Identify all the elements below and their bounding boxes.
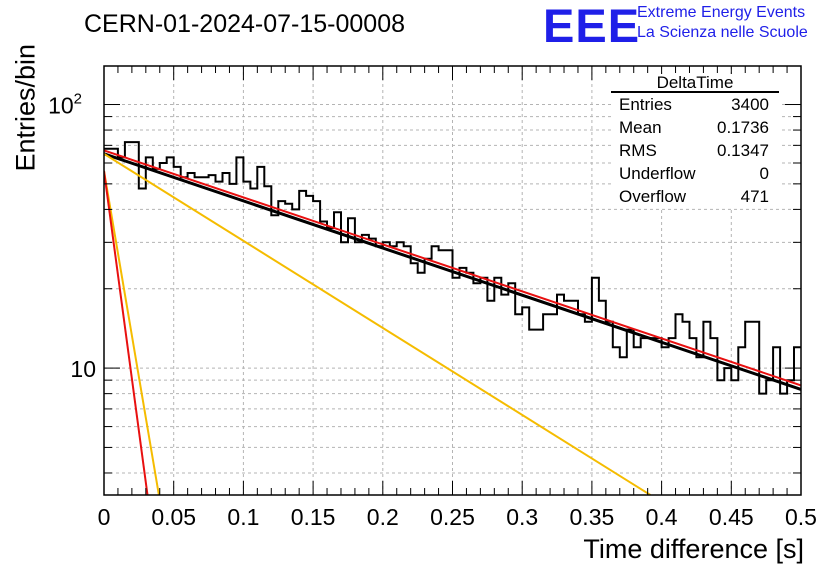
fit-curve xyxy=(104,152,651,495)
x-tick-label: 0.5 xyxy=(785,504,817,530)
y-tick-label: 102 xyxy=(48,91,82,119)
stats-row-value: 0.1347 xyxy=(717,141,769,160)
y-tick-label: 10 xyxy=(70,356,96,382)
fit-curve xyxy=(104,170,160,495)
x-tick-label: 0 xyxy=(98,504,111,530)
fit-curve xyxy=(104,152,801,391)
stats-row-label: Overflow xyxy=(619,187,687,206)
x-tick-label: 0.35 xyxy=(570,504,615,530)
fit-curve xyxy=(104,170,149,495)
stats-row-label: Mean xyxy=(619,118,662,137)
x-axis-label: Time difference [s] xyxy=(583,534,804,564)
stats-row-label: Entries xyxy=(619,95,672,114)
stats-row-value: 0 xyxy=(760,164,769,183)
x-tick-label: 0.4 xyxy=(646,504,678,530)
stats-row-value: 0.1736 xyxy=(717,118,769,137)
stats-row-value: 471 xyxy=(741,187,769,206)
stats-box xyxy=(611,74,779,208)
x-tick-label: 0.3 xyxy=(506,504,538,530)
stats-row-label: RMS xyxy=(619,141,657,160)
fit-curve xyxy=(104,149,801,387)
stats-row-value: 3400 xyxy=(731,95,769,114)
x-tick-label: 0.45 xyxy=(709,504,754,530)
org-name-line2: La Scienza nelle Scuole xyxy=(637,24,808,41)
histogram-bars xyxy=(104,141,801,395)
run-title: CERN-01-2024-07-15-00008 xyxy=(84,10,406,38)
x-tick-label: 0.25 xyxy=(430,504,475,530)
eee-logo: EEE xyxy=(543,0,641,52)
x-tick-label: 0.05 xyxy=(151,504,196,530)
stats-row-label: Underflow xyxy=(619,164,696,183)
stats-title: DeltaTime xyxy=(657,73,734,92)
org-name-line1: Extreme Energy Events xyxy=(637,4,806,21)
x-tick-label: 0.2 xyxy=(367,504,399,530)
x-tick-label: 0.1 xyxy=(227,504,259,530)
x-tick-label: 0.15 xyxy=(291,504,336,530)
